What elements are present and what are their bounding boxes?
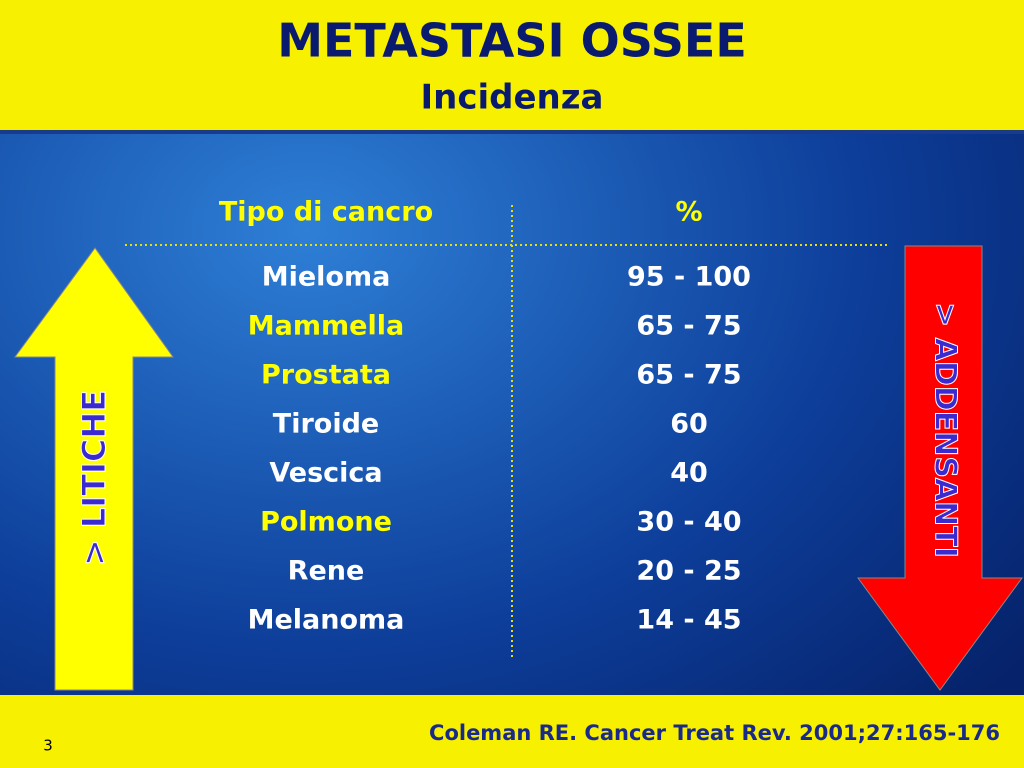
cancer-type: Prostata (261, 360, 391, 391)
right-arrow-label: > ADDENSANTI (928, 302, 963, 558)
cancer-type: Vescica (269, 458, 382, 489)
cancer-type: Melanoma (248, 605, 405, 636)
header-band (0, 0, 1024, 132)
incidence: 40 (670, 458, 708, 489)
cancer-type: Rene (288, 556, 365, 587)
incidence: 65 - 75 (636, 360, 741, 391)
left-arrow-label: > LITICHE (75, 390, 113, 566)
page-number: 3 (43, 737, 53, 755)
column-header: Tipo di cancro (219, 197, 433, 228)
column-header: % (675, 197, 702, 228)
citation: Coleman RE. Cancer Treat Rev. 2001;27:16… (429, 721, 1000, 745)
incidence: 30 - 40 (636, 507, 741, 538)
right-arrow (857, 245, 1023, 691)
title: METASTASI OSSEE (277, 14, 747, 68)
table-body: Mieloma 95 - 100 Mammella 65 - 75 Prostata 65… (248, 262, 751, 636)
incidence: 14 - 45 (636, 605, 741, 636)
subtitle: Incidenza (421, 78, 604, 118)
left-arrow (14, 247, 174, 691)
incidence: 20 - 25 (636, 556, 741, 587)
header-border (0, 130, 1024, 134)
cancer-type: Mieloma (262, 262, 391, 293)
cancer-type: Mammella (248, 311, 404, 342)
cancer-type: Tiroide (273, 409, 379, 440)
footer-band (0, 695, 1024, 768)
cancer-type: Polmone (260, 507, 392, 538)
incidence: 60 (670, 409, 708, 440)
incidence: 65 - 75 (636, 311, 741, 342)
incidence: 95 - 100 (627, 262, 751, 293)
